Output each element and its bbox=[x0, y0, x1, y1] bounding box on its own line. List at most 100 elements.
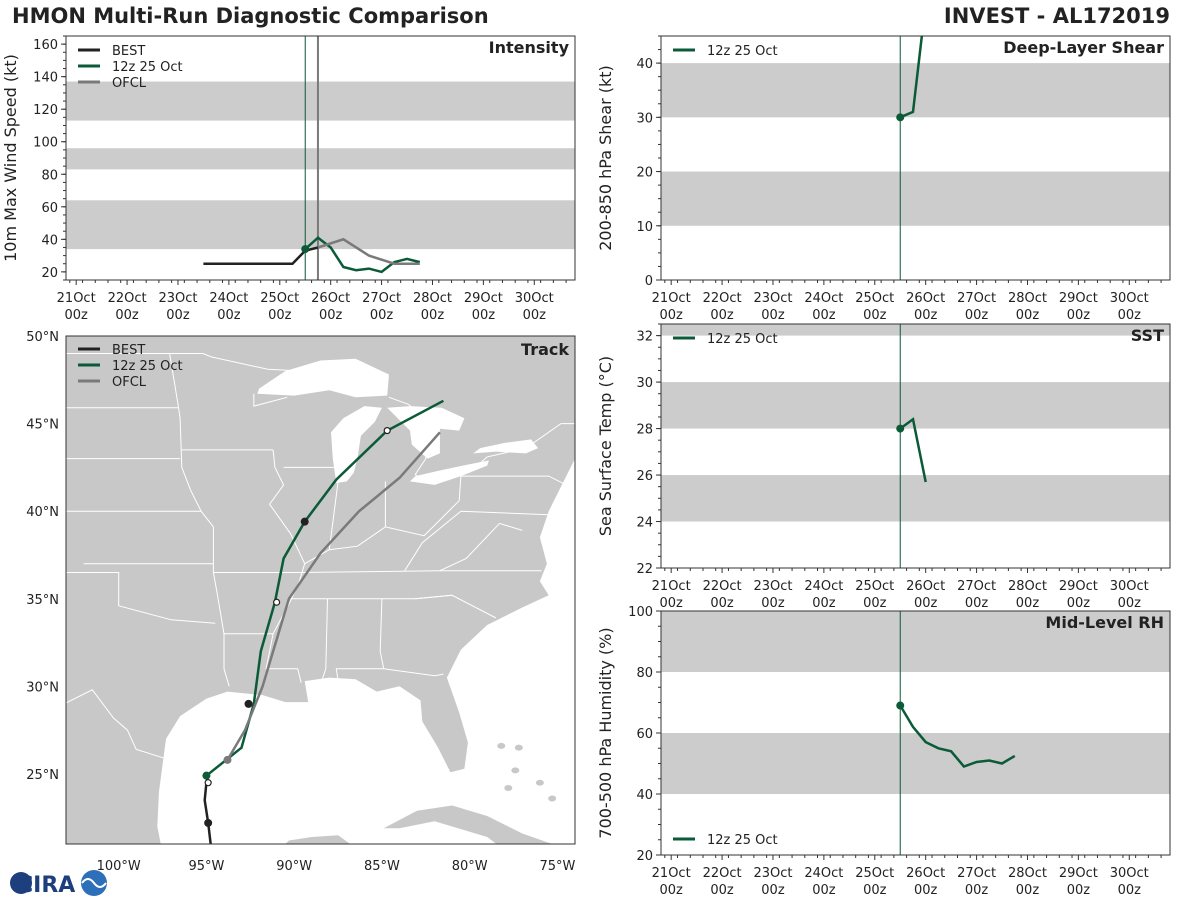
legend-label: 12z 25 Oct bbox=[112, 359, 183, 374]
x-tick-hour: 00z bbox=[1016, 596, 1040, 611]
lon-tick-label: 80°W bbox=[452, 859, 488, 874]
border-line-23 bbox=[404, 510, 549, 571]
series-line-12z-25-oct bbox=[899, 417, 927, 483]
x-tick-day: 27Oct bbox=[957, 291, 996, 306]
y-tick-label: 10 bbox=[636, 220, 653, 235]
x-tick-day: 28Oct bbox=[413, 291, 452, 306]
border-line-25 bbox=[415, 594, 453, 600]
band-1 bbox=[661, 611, 1170, 672]
y-tick-label: 22 bbox=[636, 562, 653, 577]
track-position-marker bbox=[223, 755, 232, 764]
land-bahamas-island bbox=[514, 744, 523, 751]
y-tick-label: 60 bbox=[636, 727, 653, 742]
x-tick-day: 22Oct bbox=[108, 291, 147, 306]
track-position-marker bbox=[204, 779, 212, 787]
land-cuba bbox=[383, 805, 553, 844]
band-2 bbox=[66, 81, 575, 121]
chart-track: 100°W 95°W 90°W 85°W 80°W 75°W 25°N 30°N 35°N 40°… bbox=[26, 330, 575, 874]
x-tick-day: 30Oct bbox=[1110, 291, 1149, 306]
land-bahamas-island bbox=[511, 767, 520, 774]
x-tick-hour: 00z bbox=[1016, 308, 1040, 323]
x-tick-hour: 00z bbox=[914, 883, 938, 898]
x-tick-day: 26Oct bbox=[906, 579, 945, 594]
track-position-marker bbox=[202, 771, 211, 780]
y-axis-label: 700-500 hPa Humidity (%) bbox=[596, 627, 615, 838]
init-point-marker bbox=[896, 701, 905, 710]
legend-label: 12z 25 Oct bbox=[707, 332, 778, 347]
y-axis-label: 10m Max Wind Speed (kt) bbox=[1, 54, 20, 262]
track-position-marker bbox=[244, 699, 253, 708]
x-tick-hour: 00z bbox=[812, 596, 836, 611]
x-tick-hour: 00z bbox=[1067, 308, 1091, 323]
lat-tick-label: 25°N bbox=[26, 768, 59, 783]
x-tick-day: 26Oct bbox=[906, 866, 945, 881]
band-1 bbox=[661, 382, 1170, 429]
border-line-17 bbox=[304, 476, 462, 565]
lat-tick-label: 50°N bbox=[26, 330, 59, 345]
y-tick-label: 0 bbox=[645, 274, 653, 289]
lat-tick-label: 30°N bbox=[26, 680, 59, 695]
x-tick-day: 24Oct bbox=[804, 866, 843, 881]
series-line-best bbox=[203, 246, 319, 265]
y-tick-label: 100 bbox=[33, 136, 58, 151]
x-tick-hour: 00z bbox=[1016, 883, 1040, 898]
land-bahamas-island bbox=[535, 779, 544, 786]
border-line-26 bbox=[439, 522, 523, 572]
x-tick-hour: 00z bbox=[115, 308, 139, 323]
chart-title: SST bbox=[1131, 326, 1164, 345]
x-tick-day: 23Oct bbox=[158, 291, 197, 306]
cira-logo: CIRA bbox=[6, 868, 116, 904]
x-tick-hour: 00z bbox=[1118, 596, 1142, 611]
chart-rh: 20 40 60 80 100 21Oct 00z 22Oct 00z 23Oct 00z 24Oct… bbox=[596, 605, 1171, 898]
lake-superior bbox=[257, 358, 389, 398]
chart-title: Track bbox=[521, 340, 569, 359]
x-tick-day: 23Oct bbox=[753, 291, 792, 306]
x-tick-hour: 00z bbox=[812, 883, 836, 898]
legend-label: 12z 25 Oct bbox=[707, 44, 778, 59]
y-tick-label: 20 bbox=[636, 849, 653, 864]
x-tick-hour: 00z bbox=[863, 883, 887, 898]
band-0 bbox=[661, 475, 1170, 522]
border-line-0 bbox=[66, 353, 302, 372]
x-tick-day: 24Oct bbox=[209, 291, 248, 306]
x-tick-hour: 00z bbox=[812, 308, 836, 323]
chart-title: Deep-Layer Shear bbox=[1003, 38, 1164, 57]
y-axis-label: 200-850 hPa Shear (kt) bbox=[596, 65, 615, 251]
x-tick-day: 21Oct bbox=[57, 291, 96, 306]
y-tick-label: 30 bbox=[636, 376, 653, 391]
x-tick-day: 27Oct bbox=[957, 579, 996, 594]
x-tick-hour: 00z bbox=[914, 596, 938, 611]
series-line-12z-25-oct bbox=[304, 236, 421, 274]
map-layer bbox=[66, 336, 575, 844]
y-tick-label: 40 bbox=[636, 788, 653, 803]
y-tick-label: 120 bbox=[33, 103, 58, 118]
y-tick-label: 20 bbox=[41, 266, 58, 281]
lon-tick-label: 85°W bbox=[364, 859, 400, 874]
track-position-marker bbox=[300, 517, 309, 526]
land-bahamas-island bbox=[548, 795, 557, 802]
x-tick-hour: 00z bbox=[370, 308, 394, 323]
x-tick-day: 24Oct bbox=[804, 291, 843, 306]
lake-michigan bbox=[331, 406, 382, 484]
border-line-2 bbox=[169, 353, 230, 687]
legend-label: 12z 25 Oct bbox=[112, 60, 183, 75]
x-tick-day: 24Oct bbox=[804, 579, 843, 594]
lake-erie bbox=[410, 460, 489, 485]
track-line-ofcl bbox=[226, 431, 441, 761]
x-tick-hour: 00z bbox=[64, 308, 88, 323]
x-tick-day: 22Oct bbox=[703, 579, 742, 594]
y-tick-label: 100 bbox=[628, 605, 653, 620]
chart-sst: 22 24 26 28 30 32 21Oct 00z 22Oct 00z 23Oct 00z 24Oc… bbox=[596, 323, 1171, 611]
x-tick-day: 30Oct bbox=[1110, 579, 1149, 594]
y-tick-label: 160 bbox=[33, 38, 58, 53]
plot-frame bbox=[660, 323, 1171, 569]
x-tick-hour: 00z bbox=[1118, 883, 1142, 898]
x-tick-day: 23Oct bbox=[753, 579, 792, 594]
x-tick-hour: 00z bbox=[659, 308, 683, 323]
series-line-12z-25-oct bbox=[899, 704, 1016, 768]
legend-label: BEST bbox=[112, 44, 145, 59]
x-tick-day: 29Oct bbox=[1059, 291, 1098, 306]
x-tick-hour: 00z bbox=[710, 596, 734, 611]
lat-tick-label: 45°N bbox=[26, 418, 59, 433]
